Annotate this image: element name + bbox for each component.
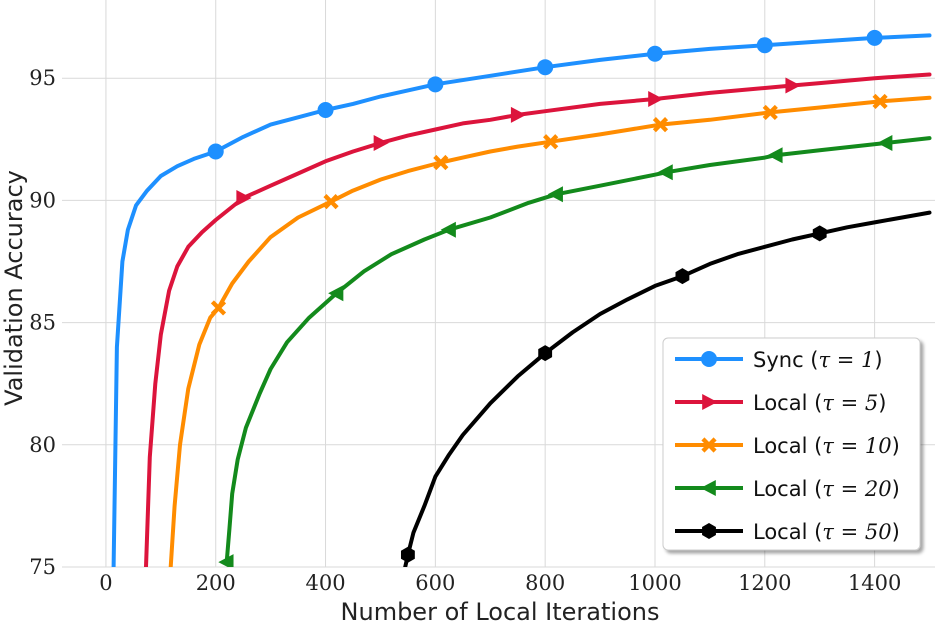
triangle-left-marker xyxy=(547,186,563,203)
legend-label: Local (τ = 5) xyxy=(753,391,886,415)
plot-area xyxy=(111,29,932,567)
circle-marker xyxy=(646,45,663,62)
x-marker xyxy=(762,104,778,121)
x-tick-label: 800 xyxy=(525,571,565,595)
y-tick-label: 80 xyxy=(29,433,56,457)
x-axis-ticks: 0 200 400 600 800 1000 1200 1400 xyxy=(99,571,901,595)
circle-marker xyxy=(756,37,773,54)
x-axis-label: Number of Local Iterations xyxy=(341,598,660,626)
x-tick-label: 1000 xyxy=(628,571,681,595)
circle-marker xyxy=(537,59,554,76)
y-axis-ticks: 75 80 85 90 95 xyxy=(29,66,56,579)
triangle-right-marker xyxy=(236,189,252,206)
triangle-right-marker xyxy=(510,106,527,123)
x-tick-label: 1200 xyxy=(738,571,791,595)
legend-label: Sync (τ = 1) xyxy=(753,348,883,372)
series-3 xyxy=(168,93,932,567)
hexagon-marker xyxy=(812,225,827,242)
x-marker xyxy=(210,300,227,316)
series-line xyxy=(168,95,932,567)
triangle-left-marker xyxy=(218,554,234,567)
x-tick-label: 600 xyxy=(415,571,455,595)
legend-item: Local (τ = 20) xyxy=(675,477,900,501)
x-tick-label: 1400 xyxy=(848,571,901,595)
triangle-left-marker xyxy=(700,480,716,496)
x-marker xyxy=(323,194,339,210)
legend-item: Local (τ = 10) xyxy=(675,434,900,458)
circle-marker xyxy=(317,101,334,118)
triangle-left-marker xyxy=(328,285,344,302)
series-5 xyxy=(400,210,932,567)
circle-marker xyxy=(427,76,444,93)
legend-box xyxy=(662,337,921,551)
triangle-left-marker xyxy=(440,221,456,238)
triangle-left-marker xyxy=(657,164,673,181)
legend-item: Local (τ = 50) xyxy=(675,520,900,544)
triangle-right-marker xyxy=(373,134,389,151)
triangle-left-marker xyxy=(877,134,893,151)
series-1 xyxy=(111,29,932,567)
legend: Sync (τ = 1) Local (τ = 5) Local (τ = 10) L… xyxy=(662,337,921,551)
series-line xyxy=(224,136,932,565)
circle-marker xyxy=(207,143,224,160)
legend-label: Local (τ = 20) xyxy=(753,477,900,501)
x-tick-label: 0 xyxy=(99,571,112,595)
legend-item: Sync (τ = 1) xyxy=(675,348,883,372)
hexagon-marker xyxy=(538,345,553,362)
hexagon-marker xyxy=(400,546,415,563)
triangle-right-marker xyxy=(702,394,718,410)
triangle-right-marker xyxy=(785,77,801,94)
y-tick-label: 90 xyxy=(29,188,56,212)
x-tick-label: 200 xyxy=(196,571,236,595)
legend-label: Local (τ = 10) xyxy=(753,434,900,458)
x-marker xyxy=(652,117,669,133)
hexagon-marker xyxy=(675,268,690,285)
series-2 xyxy=(144,72,932,567)
legend-item: Local (τ = 5) xyxy=(675,391,886,415)
x-marker xyxy=(433,154,449,171)
circle-marker xyxy=(866,29,883,46)
y-tick-label: 95 xyxy=(29,66,56,90)
y-axis-label: Validation Accuracy xyxy=(0,170,28,406)
x-marker xyxy=(872,93,888,110)
circle-marker xyxy=(701,351,717,367)
triangle-left-marker xyxy=(767,147,783,164)
legend-label: Local (τ = 50) xyxy=(753,520,900,544)
y-tick-label: 85 xyxy=(29,311,56,335)
y-tick-label: 75 xyxy=(29,555,56,579)
hexagon-marker xyxy=(702,523,716,539)
x-tick-label: 400 xyxy=(306,571,346,595)
x-marker xyxy=(701,437,717,453)
series-4 xyxy=(218,134,932,567)
x-marker xyxy=(543,134,559,150)
triangle-right-marker xyxy=(648,90,664,107)
